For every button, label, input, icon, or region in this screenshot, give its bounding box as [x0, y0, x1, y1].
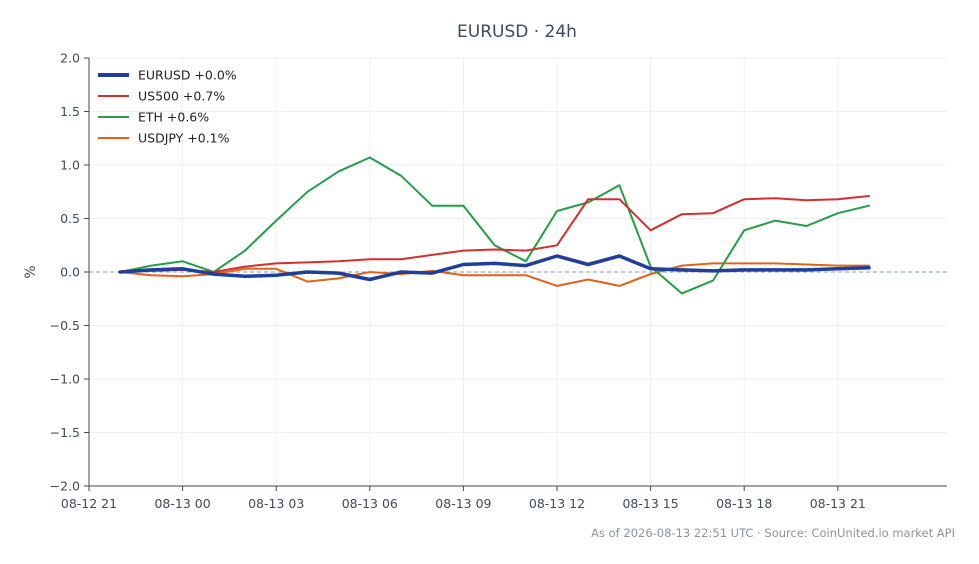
y-tick-label: −1.0 — [50, 372, 80, 387]
series-line-3 — [119, 262, 870, 287]
series-line-0 — [118, 254, 871, 282]
y-tick-label: 1.5 — [60, 104, 80, 119]
y-tick-label: −1.5 — [50, 425, 80, 440]
x-tick-label: 08-13 18 — [716, 496, 772, 511]
x-axis-ticks: 08-12 21 08-13 00 08-13 03 08-13 06 08-13 09… — [61, 486, 866, 511]
x-tick-label: 08-13 12 — [529, 496, 585, 511]
legend-label-1: US500 +0.7% — [138, 89, 225, 104]
x-tick-label: 08-13 15 — [622, 496, 678, 511]
y-tick-label: 1.0 — [60, 158, 80, 173]
x-tick-label: 08-13 09 — [435, 496, 491, 511]
y-tick-label: −0.5 — [50, 318, 80, 333]
x-tick-label: 08-12 21 — [61, 496, 117, 511]
x-tick-label: 08-13 06 — [342, 496, 398, 511]
legend: EURUSD +0.0% US500 +0.7% ETH +0.6% USDJPY +… — [98, 68, 237, 146]
legend-label-2: ETH +0.6% — [138, 110, 209, 125]
chart-title: EURUSD · 24h — [457, 22, 577, 42]
x-tick-label: 08-13 03 — [248, 496, 304, 511]
legend-label-0: EURUSD +0.0% — [138, 68, 237, 83]
legend-label-3: USDJPY +0.1% — [138, 131, 230, 146]
y-axis-label: % — [23, 265, 39, 278]
series-line-1 — [119, 195, 870, 273]
y-tick-label: 2.0 — [60, 51, 80, 66]
x-tick-label: 08-13 21 — [810, 496, 866, 511]
y-axis-ticks: 2.0 1.5 1.0 0.5 0.0 −0.5 −1.0 −1.5 −2.0 — [50, 51, 89, 494]
plot-lines — [118, 156, 871, 295]
y-tick-label: −2.0 — [50, 479, 80, 494]
y-tick-label: 0.5 — [60, 211, 80, 226]
y-tick-label: 0.0 — [60, 265, 80, 280]
footer-source: As of 2026-08-13 22:51 UTC · Source: Coi… — [591, 526, 955, 540]
x-tick-label: 08-13 00 — [154, 496, 210, 511]
series-line-2 — [119, 156, 870, 295]
